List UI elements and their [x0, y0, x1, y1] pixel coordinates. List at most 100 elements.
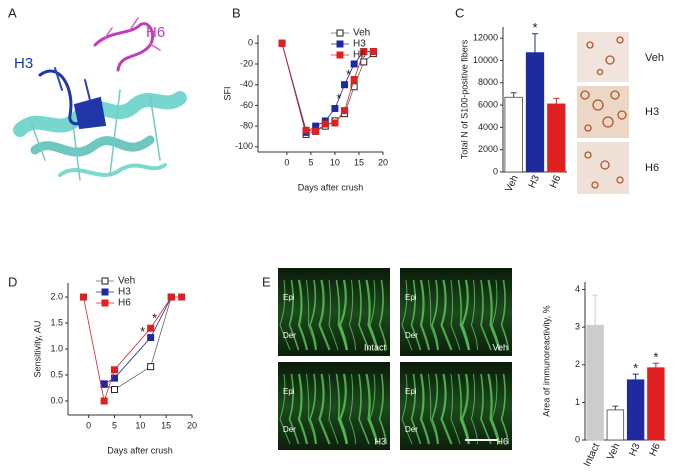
x-tick-label: 15 — [161, 420, 171, 430]
fiber — [358, 279, 370, 351]
fiber — [470, 373, 478, 445]
error-bar — [532, 33, 538, 53]
panel-letter: A — [8, 5, 17, 20]
legend-label: H3 — [118, 287, 131, 298]
marker — [321, 120, 329, 128]
marker — [360, 58, 368, 66]
fiber — [491, 373, 501, 445]
x-tick-label: H3 — [627, 441, 643, 458]
fiber — [328, 373, 339, 445]
marker — [147, 334, 155, 342]
fiber — [378, 373, 388, 445]
panel-letter: E — [262, 274, 271, 289]
y-tick-label: 0 — [575, 434, 580, 444]
error-bar — [612, 405, 619, 410]
image-label: Der — [283, 425, 296, 434]
annotation: * — [152, 311, 157, 326]
legend-marker — [101, 277, 109, 285]
y-axis-label: Sensitivity, AU — [32, 321, 42, 378]
fiber — [450, 279, 461, 351]
structure-label: H3 — [14, 55, 33, 72]
fiber — [440, 373, 453, 445]
fiber — [410, 279, 422, 351]
series-line — [103, 296, 172, 385]
fiber — [480, 373, 492, 445]
image-label: Epi — [405, 387, 417, 396]
fiber — [297, 279, 309, 351]
marker — [147, 363, 155, 371]
marker — [100, 380, 108, 388]
marker — [331, 119, 339, 127]
y-tick-label: 2000 — [478, 144, 498, 154]
legend-marker — [101, 288, 109, 296]
marker — [147, 324, 155, 332]
legend-label: H6 — [353, 50, 366, 61]
marker — [341, 107, 349, 115]
y-tick-label: -60 — [240, 100, 253, 110]
micrographs-c — [577, 32, 629, 194]
fiber — [338, 373, 349, 445]
panel-letter: B — [232, 5, 241, 20]
marker — [331, 105, 339, 113]
panel-letter: D — [8, 274, 17, 289]
marker — [80, 293, 87, 301]
marker — [178, 293, 186, 301]
micrograph — [400, 268, 512, 356]
marker — [350, 76, 358, 84]
legend-marker — [336, 51, 344, 59]
fiber — [401, 279, 413, 351]
x-tick-label: H6 — [648, 441, 664, 458]
bar — [547, 103, 566, 173]
micrograph — [400, 362, 512, 450]
y-axis-label: Area of immunoreactivity, % — [541, 305, 551, 416]
fiber — [288, 279, 300, 351]
y-tick-label: -40 — [240, 79, 253, 89]
fiber — [306, 279, 316, 351]
marker — [312, 127, 320, 135]
error-bar — [510, 92, 517, 98]
y-tick-label: 0.5 — [50, 369, 63, 379]
fiber — [309, 373, 317, 445]
x-tick-label: 20 — [187, 420, 197, 430]
x-axis-label: Days after crush — [298, 182, 364, 192]
y-tick-label: 4000 — [478, 122, 498, 132]
marker — [350, 60, 358, 68]
fiber — [470, 279, 478, 351]
bar — [525, 52, 545, 173]
fiber — [491, 279, 501, 351]
legend-label: H3 — [353, 39, 366, 50]
error-bar — [592, 294, 599, 326]
protein-structure — [13, 17, 187, 181]
image-label: H6 — [645, 162, 659, 174]
marker — [341, 81, 349, 89]
fiber — [419, 373, 431, 445]
x-tick-label: Veh — [504, 174, 521, 194]
y-tick-label: -100 — [235, 141, 253, 151]
micrographs-e: Epi Der Intact Epi Der Veh Epi Der H3 Epi Der H6 — [278, 268, 512, 450]
x-tick-label: 10 — [330, 157, 340, 167]
fiber — [369, 279, 379, 351]
x-tick-label: 5 — [308, 157, 313, 167]
x-tick-label: 15 — [354, 157, 364, 167]
y-axis-label: SFI — [222, 86, 232, 100]
annotation: * — [653, 350, 658, 365]
y-tick-label: 12000 — [473, 33, 498, 43]
legend-marker — [336, 40, 344, 48]
fiber — [279, 373, 291, 445]
x-tick-label: H3 — [527, 173, 543, 190]
fiber — [450, 373, 461, 445]
annotation: * — [532, 20, 537, 35]
fiber — [309, 279, 317, 351]
image-label: Der — [405, 331, 418, 340]
image-label: H6 — [496, 436, 508, 446]
bar — [504, 96, 523, 173]
fiber — [487, 279, 501, 351]
y-tick-label: 10000 — [473, 55, 498, 65]
x-tick-label: Veh — [605, 442, 622, 462]
fiber — [440, 279, 453, 351]
legend-label: Veh — [118, 276, 135, 287]
fiber — [279, 279, 291, 351]
x-tick-label: H6 — [548, 173, 564, 190]
